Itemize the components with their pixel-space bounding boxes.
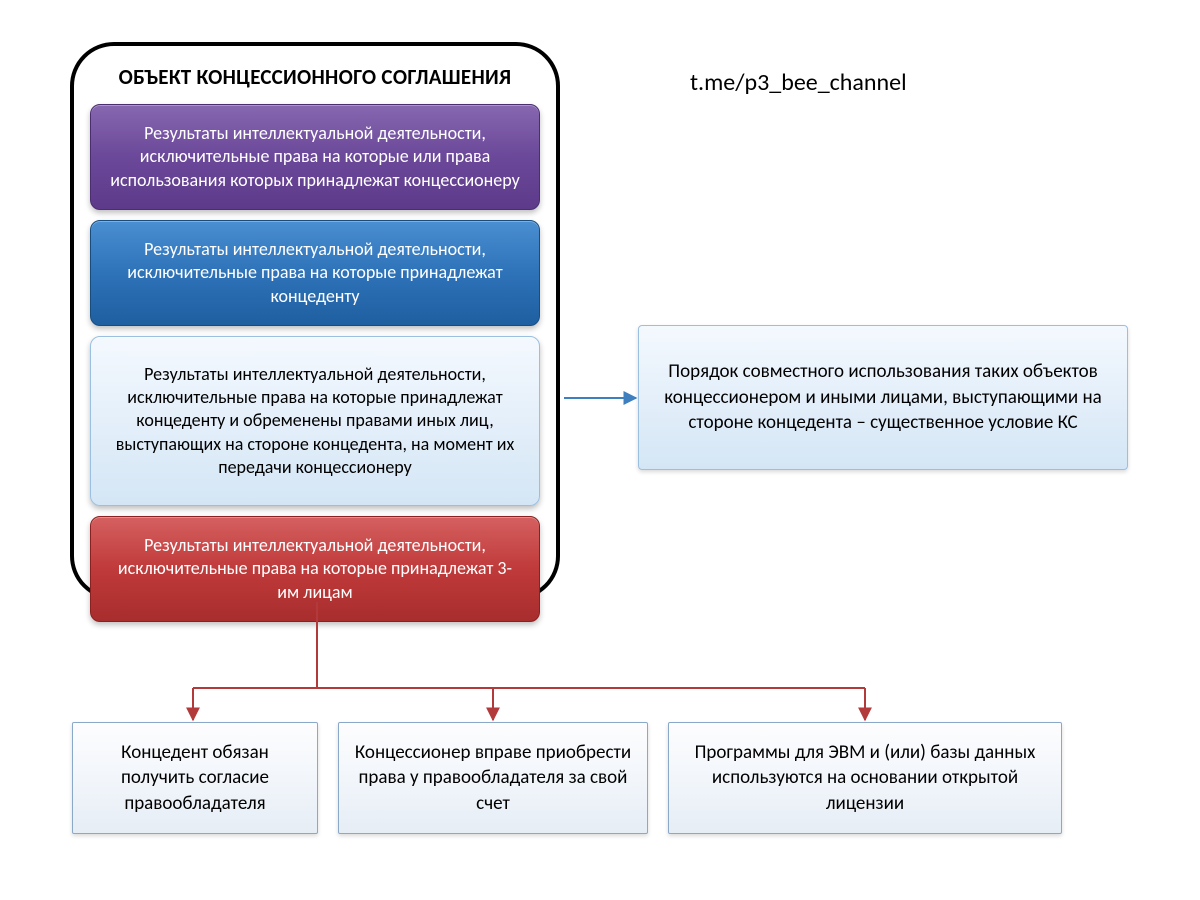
side-box: Порядок совместного использования таких … xyxy=(638,325,1128,470)
bottom-box-3: Программы для ЭВМ и (или) базы данных ис… xyxy=(668,722,1062,834)
box-light: Результаты интеллектуальной деятельности… xyxy=(90,336,540,506)
frame-title: ОБЪЕКТ КОНЦЕССИОННОГО СОГЛАШЕНИЯ xyxy=(90,64,540,90)
bottom-box-2: Концессионер вправе приобрести права у п… xyxy=(338,722,648,834)
header-link: t.me/p3_bee_channel xyxy=(690,68,907,97)
bottom-box-1: Концедент обязан получить согласие право… xyxy=(72,722,318,834)
main-frame: ОБЪЕКТ КОНЦЕССИОННОГО СОГЛАШЕНИЯ Результ… xyxy=(70,42,560,600)
box-purple: Результаты интеллектуальной деятельности… xyxy=(90,104,540,210)
box-blue: Результаты интеллектуальной деятельности… xyxy=(90,220,540,326)
box-red: Результаты интеллектуальной деятельности… xyxy=(90,516,540,622)
